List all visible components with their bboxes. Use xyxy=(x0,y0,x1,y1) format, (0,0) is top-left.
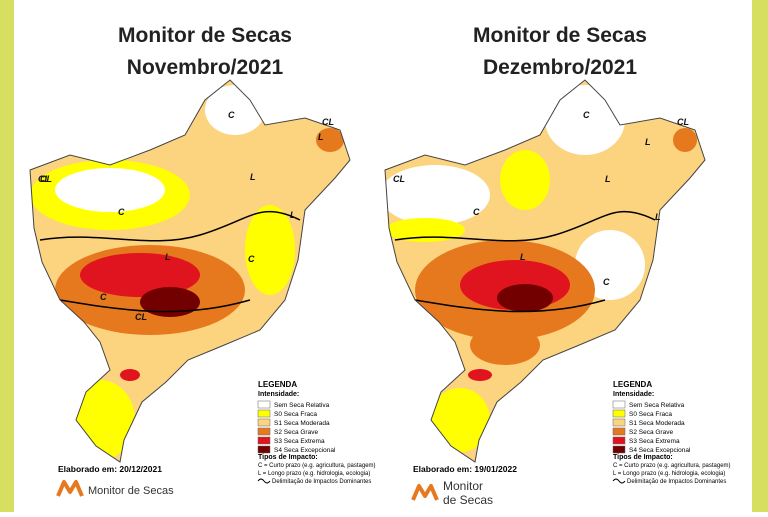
map-label: CL xyxy=(322,117,334,127)
legend-item: S2 Seca Grave xyxy=(629,429,673,436)
map xyxy=(29,79,351,463)
legend-item: S4 Seca Excepcional xyxy=(274,447,336,454)
map-label: C xyxy=(603,277,610,287)
legend-swatch xyxy=(612,436,626,445)
drought-area xyxy=(470,325,540,365)
legend-impact-heading: Tipos de Impacto: xyxy=(613,454,673,461)
drought-area xyxy=(140,287,200,317)
legend-swatch xyxy=(257,409,271,418)
legend-heading: LEGENDA xyxy=(613,380,652,389)
drought-area xyxy=(673,128,697,152)
legend-item: Sem Seca Relativa xyxy=(629,402,685,409)
impact-boundary xyxy=(394,210,656,313)
legend-swatch xyxy=(612,400,626,409)
drought-area xyxy=(497,284,553,312)
drought-area xyxy=(545,85,625,155)
country-outline xyxy=(29,79,351,463)
legend-item: S0 Seca Fraca xyxy=(629,411,672,418)
map-label: C xyxy=(583,110,590,120)
panel: Monitor de SecasDezembro/2021CLCCCLLLLCL… xyxy=(384,24,731,507)
drought-area xyxy=(120,369,140,381)
drought-areas xyxy=(30,85,344,460)
map-label: CL xyxy=(393,174,405,184)
logo-text: de Secas xyxy=(443,493,493,507)
legend-item: S0 Seca Fraca xyxy=(274,411,317,418)
legend-item: S1 Seca Moderada xyxy=(274,420,330,427)
map-label: L xyxy=(250,172,256,182)
drought-area xyxy=(385,165,490,225)
logo-text: Monitor de Secas xyxy=(88,485,174,497)
drought-area xyxy=(468,369,492,381)
map-label: L xyxy=(165,252,171,262)
elaborated-date: Elaborado em: 20/12/2021 xyxy=(58,464,162,474)
legend-intensity: Intensidade: xyxy=(613,391,654,398)
map-label: C xyxy=(118,207,125,217)
legend-swatch xyxy=(257,427,271,436)
legend-swatch xyxy=(612,409,626,418)
map-label: CL xyxy=(38,174,50,184)
elaborated-date: Elaborado em: 19/01/2022 xyxy=(413,464,517,474)
drought-area xyxy=(385,218,465,242)
legend-item: S1 Seca Moderada xyxy=(629,420,685,427)
legend-swatch xyxy=(257,445,271,454)
legend-item: Sem Seca Relativa xyxy=(274,402,330,409)
logo-mark xyxy=(56,480,84,497)
legend-item: S4 Seca Excepcional xyxy=(629,447,691,454)
legend-swatch xyxy=(257,436,271,445)
map-label: L xyxy=(605,174,611,184)
map xyxy=(384,79,706,463)
legend-impact: L = Longo prazo (e.g. hidrologia, ecolog… xyxy=(613,471,725,477)
drought-area xyxy=(55,168,165,212)
country-outline xyxy=(384,79,706,463)
boundary-symbol xyxy=(612,478,626,484)
legend-impact: Delimitação de Impactos Dominantes xyxy=(272,479,371,485)
legend-swatch xyxy=(612,427,626,436)
drought-areas xyxy=(385,85,697,452)
map-label: C xyxy=(100,292,107,302)
logo-text: Monitor xyxy=(443,479,483,493)
map-label: L xyxy=(645,137,651,147)
map-label: L xyxy=(318,132,324,142)
legend-heading: LEGENDA xyxy=(258,380,297,389)
map-label: C xyxy=(248,254,255,264)
map-label: L xyxy=(290,210,296,220)
legend-swatch xyxy=(612,445,626,454)
map-label: CL xyxy=(40,174,52,184)
legend-swatch xyxy=(257,400,271,409)
map-label: CL xyxy=(677,117,689,127)
map-label: L xyxy=(655,212,661,222)
right-border xyxy=(752,0,768,512)
legend-item: S3 Seca Extrema xyxy=(274,438,325,445)
logo-mark xyxy=(411,484,439,501)
impact-boundary xyxy=(39,210,301,313)
map-label: C xyxy=(473,207,480,217)
legend-swatch xyxy=(257,418,271,427)
legend-swatch xyxy=(612,418,626,427)
title: Monitor de Secas xyxy=(473,24,647,47)
left-border xyxy=(0,0,14,512)
drought-area xyxy=(80,253,200,297)
drought-area xyxy=(500,150,550,210)
legend-impact: L = Longo prazo (e.g. hidrologia, ecolog… xyxy=(258,471,370,477)
legend-impact: C = Curto prazo (e.g. agricultura, pasta… xyxy=(258,463,376,469)
drought-area xyxy=(430,388,490,452)
title: Monitor de Secas xyxy=(118,24,292,47)
map-label: L xyxy=(520,252,526,262)
legend-item: S2 Seca Grave xyxy=(274,429,318,436)
boundary-symbol xyxy=(257,478,271,484)
map-label: CL xyxy=(135,312,147,322)
drought-area xyxy=(245,205,295,295)
title: Dezembro/2021 xyxy=(483,56,637,79)
drought-area xyxy=(316,128,344,152)
legend-intensity: Intensidade: xyxy=(258,391,299,398)
legend-impact-heading: Tipos de Impacto: xyxy=(258,454,318,461)
legend-impact: Delimitação de Impactos Dominantes xyxy=(627,479,726,485)
map-label: C xyxy=(228,110,235,120)
legend-impact: C = Curto prazo (e.g. agricultura, pasta… xyxy=(613,463,731,469)
legend-item: S3 Seca Extrema xyxy=(629,438,680,445)
title: Novembro/2021 xyxy=(127,56,284,79)
